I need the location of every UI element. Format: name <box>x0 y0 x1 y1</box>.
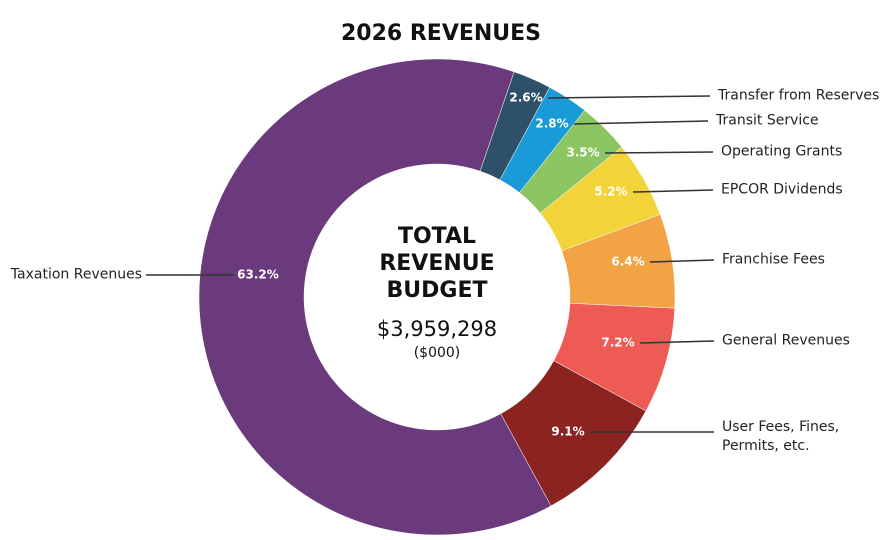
category-label: Operating Grants <box>721 143 843 160</box>
value-label: 9.1% <box>551 425 584 439</box>
category-label: Franchise Fees <box>722 251 825 268</box>
center-unit: ($000) <box>414 345 461 361</box>
category-label: User Fees, Fines, Permits, etc. <box>722 419 840 454</box>
value-label: 7.2% <box>601 336 634 350</box>
center-title: REVENUE <box>379 251 494 276</box>
value-label: 6.4% <box>611 255 644 269</box>
category-label: Taxation Revenues <box>10 266 142 283</box>
chart-title: 2026 REVENUES <box>341 21 541 46</box>
value-label: 3.5% <box>566 146 599 160</box>
center-title: TOTAL <box>398 224 476 249</box>
value-label: 63.2% <box>237 268 279 282</box>
center-title: BUDGET <box>387 278 488 303</box>
slice <box>198 58 552 536</box>
category-label: Transfer from Reserves <box>718 87 880 104</box>
category-label: Transit Service <box>716 112 819 129</box>
leader-line <box>649 259 715 263</box>
category-label: EPCOR Dividends <box>721 181 843 198</box>
value-label: 5.2% <box>594 185 627 199</box>
center-value: $3,959,298 <box>377 317 497 341</box>
category-label: General Revenues <box>722 332 850 349</box>
leader-line <box>604 151 714 154</box>
value-label: 2.8% <box>535 117 568 131</box>
leader-line <box>547 95 711 99</box>
leader-line <box>639 340 715 344</box>
leader-line <box>573 120 709 125</box>
leader-line <box>632 189 714 193</box>
value-label: 2.6% <box>509 91 542 105</box>
